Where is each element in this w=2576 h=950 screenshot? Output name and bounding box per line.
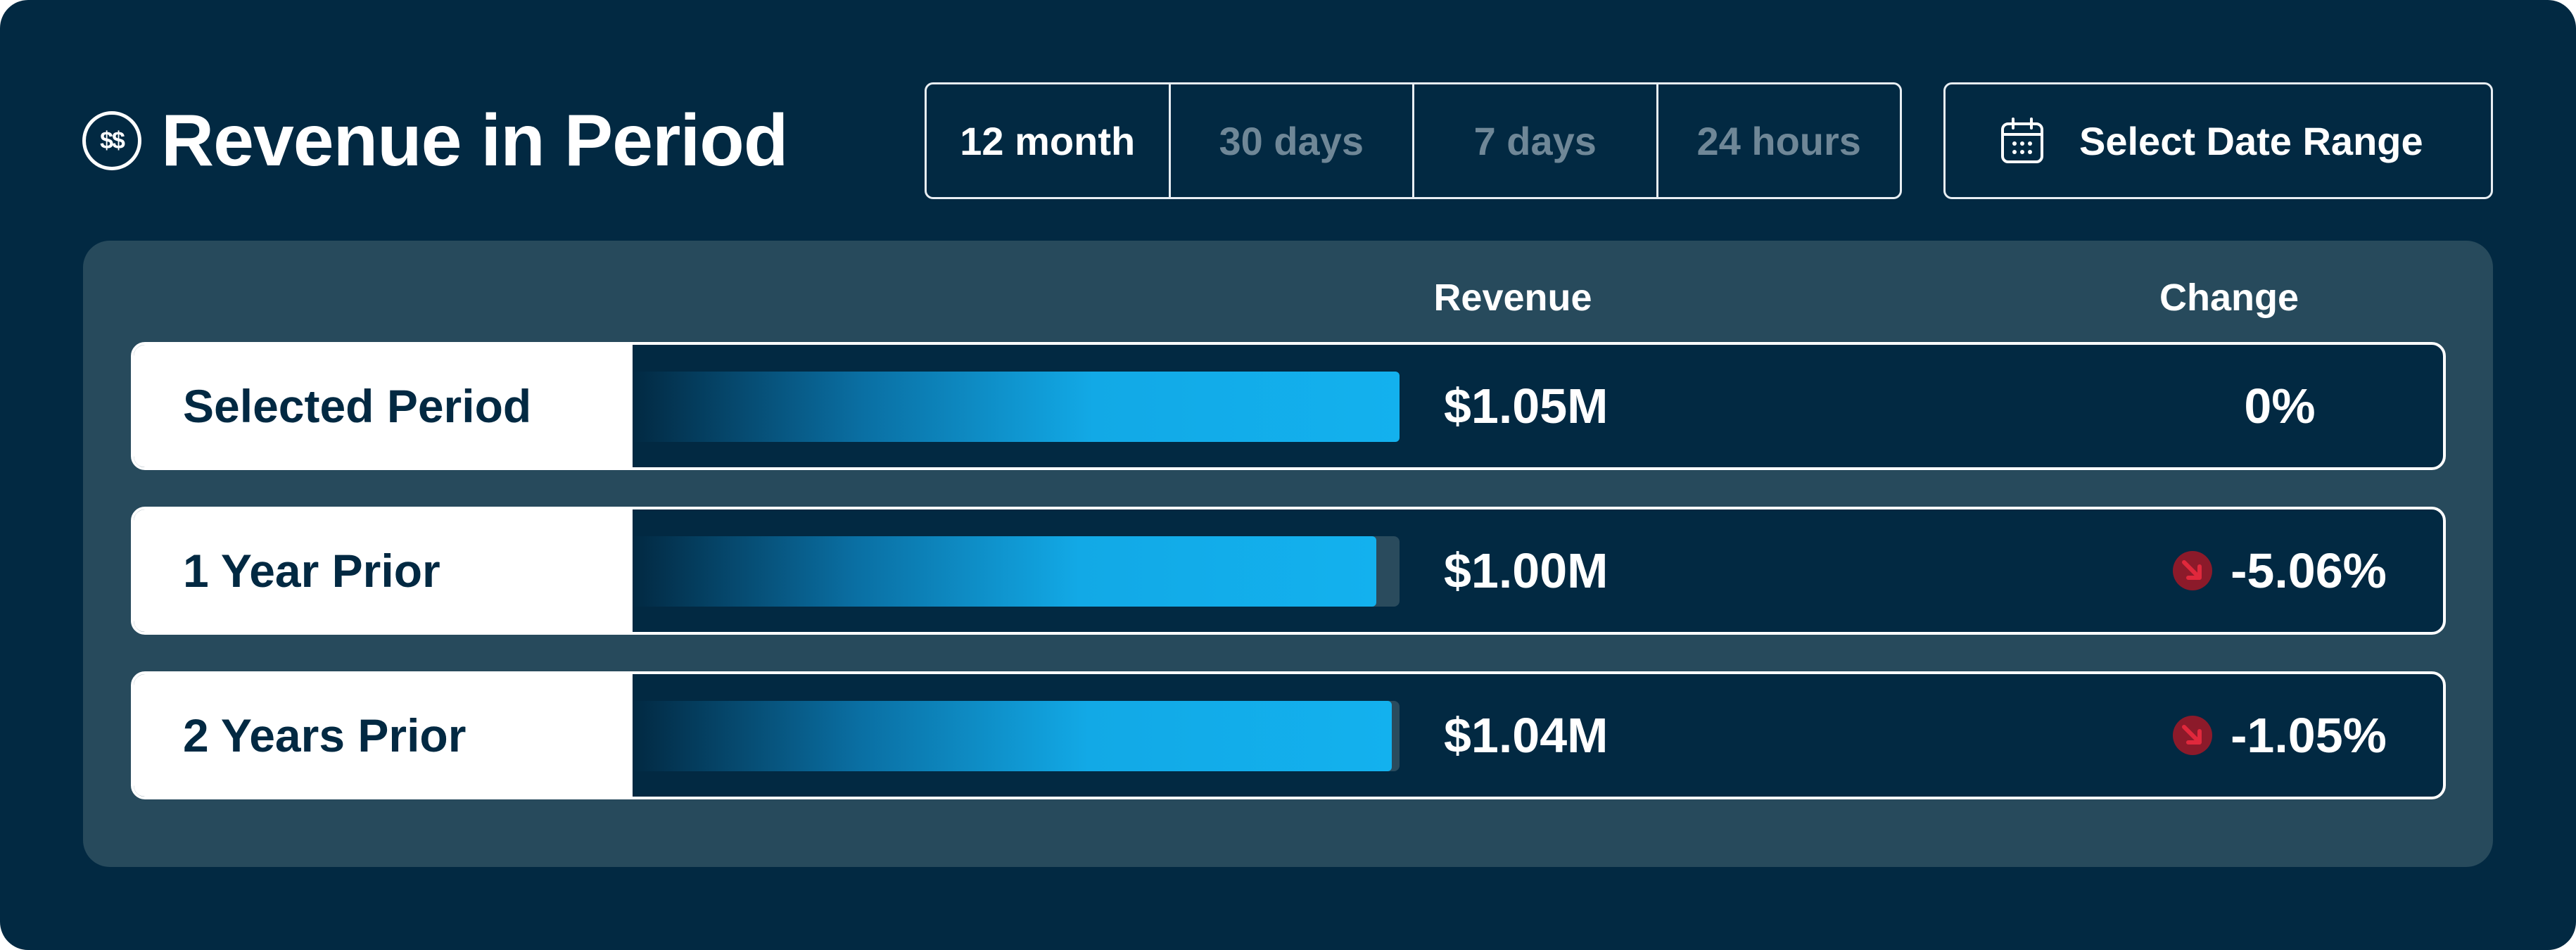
- tab-30-days[interactable]: 30 days: [1168, 84, 1413, 197]
- change-value: 0%: [2244, 379, 2316, 433]
- revenue-column-header: Revenue: [1433, 277, 1592, 319]
- change-value: -5.06%: [2231, 543, 2387, 598]
- revenue-bar-track: [633, 701, 1400, 771]
- revenue-value: $1.00M: [1444, 543, 1609, 598]
- change-cell: -1.05%: [2118, 674, 2442, 797]
- revenue-bar: [633, 536, 1377, 607]
- period-tabs: 12 month 30 days 7 days 24 hours: [925, 82, 1902, 199]
- row-2-years-prior: 2 Years Prior $1.04M -1.05%: [131, 671, 2446, 799]
- change-cell: -5.06%: [2118, 509, 2442, 632]
- revenue-value: $1.05M: [1444, 379, 1609, 433]
- revenue-bar: [633, 701, 1392, 771]
- change-column-header: Change: [2159, 277, 2299, 319]
- revenue-bar-track: [633, 536, 1400, 607]
- revenue-bar: [633, 372, 1400, 442]
- page-title: Revenue in Period: [161, 99, 788, 182]
- row-label: Selected Period: [134, 345, 633, 467]
- header: $$ Revenue in Period: [82, 100, 788, 182]
- row-label: 1 Year Prior: [134, 509, 633, 632]
- row-1-year-prior: 1 Year Prior $1.00M -5.06%: [131, 507, 2446, 635]
- tab-12-month[interactable]: 12 month: [960, 118, 1136, 163]
- calendar-icon: [2001, 118, 2043, 163]
- row-selected-period: Selected Period $1.05M 0%: [131, 342, 2446, 470]
- trend-down-icon: [2173, 716, 2213, 755]
- row-label: 2 Years Prior: [134, 674, 633, 797]
- revenue-bar-track: [633, 372, 1400, 442]
- revenue-value: $1.04M: [1444, 708, 1609, 763]
- tab-24-hours[interactable]: 24 hours: [1656, 84, 1901, 197]
- revenue-panel: Revenue Change Selected Period $1.05M 0%…: [83, 241, 2493, 867]
- tab-7-days[interactable]: 7 days: [1412, 84, 1656, 197]
- select-date-range-button[interactable]: Select Date Range: [1943, 82, 2493, 199]
- select-date-range-label: Select Date Range: [2079, 118, 2423, 163]
- trend-down-icon: [2173, 551, 2213, 590]
- change-cell: 0%: [2118, 345, 2442, 467]
- dollar-circle-icon: $$: [82, 111, 141, 170]
- change-value: -1.05%: [2231, 708, 2387, 763]
